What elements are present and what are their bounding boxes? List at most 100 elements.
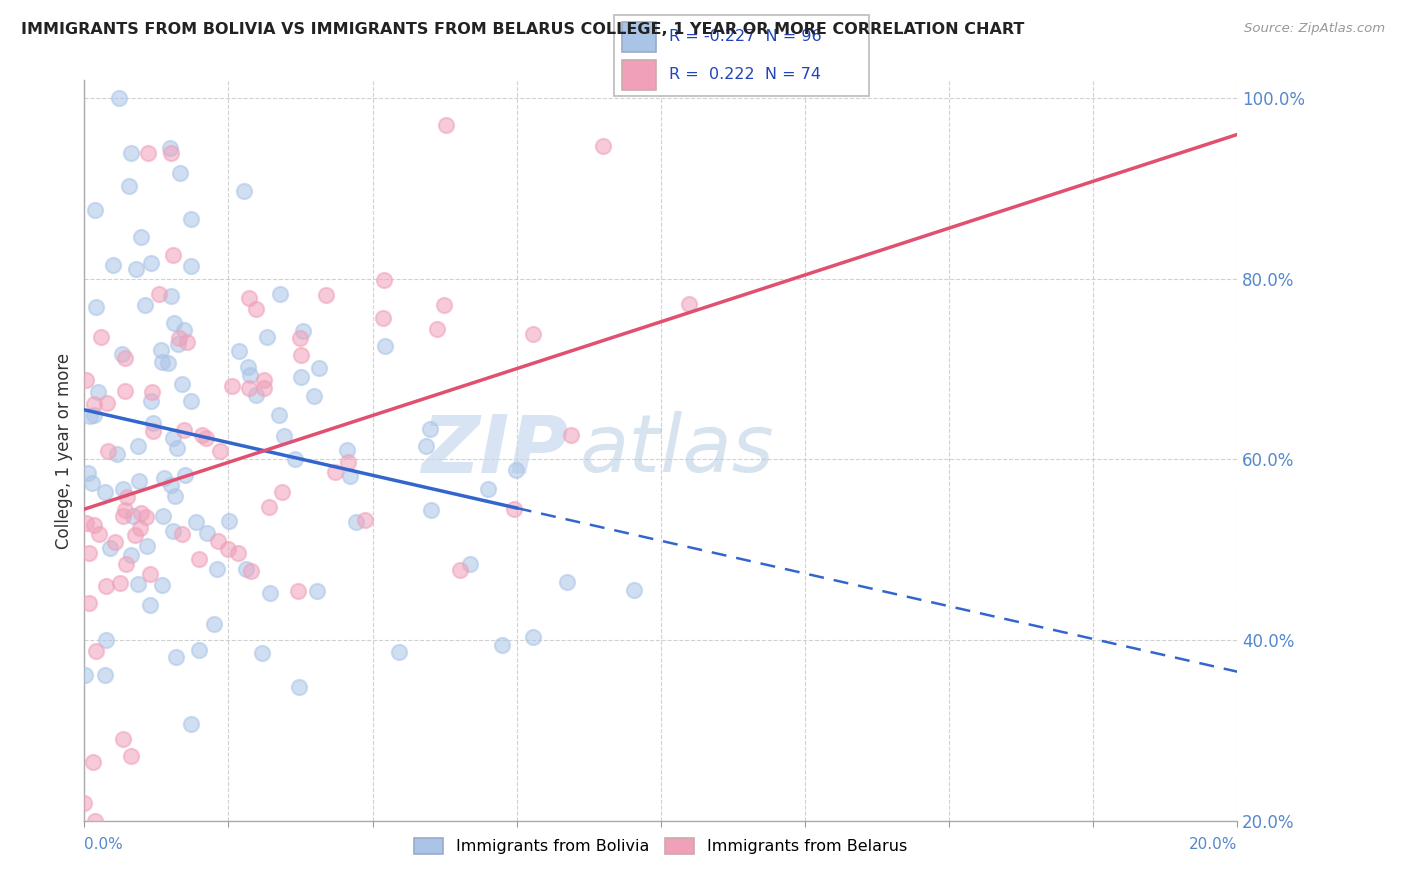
Point [419,503,441,517]
Point [557,574,579,589]
Point [522,327,544,342]
Point [173,323,195,337]
FancyBboxPatch shape [614,15,869,96]
Point [458,557,481,571]
Point [449,563,471,577]
Legend: Immigrants from Bolivia, Immigrants from Belarus: Immigrants from Bolivia, Immigrants from… [408,832,914,861]
Point [371,311,394,326]
Point [235,562,257,576]
Point [188,643,211,657]
Point [75,516,97,530]
Point [83,397,105,411]
Point [623,582,645,597]
Point [134,298,156,312]
Point [87,384,110,399]
Point [208,444,231,458]
Point [94,485,117,500]
Point [150,577,173,591]
Point [84,203,107,218]
Point [323,465,346,479]
Point [336,442,359,457]
Point [135,510,157,524]
Point [256,330,278,344]
Point [271,484,294,499]
Point [253,381,276,395]
Point [111,483,134,497]
Text: R = -0.227  N = 96: R = -0.227 N = 96 [669,29,821,45]
Point [167,331,190,345]
Point [388,645,411,659]
Point [82,755,104,769]
Point [238,359,260,374]
Point [245,302,267,317]
Point [176,334,198,349]
Point [290,348,312,362]
Point [232,184,254,198]
Point [180,393,202,408]
Point [228,546,250,560]
Point [195,526,218,541]
Point [93,668,115,682]
Point [239,368,262,382]
Point [373,273,395,287]
Point [344,515,367,529]
Point [291,324,314,338]
Point [150,343,173,358]
Point [522,631,544,645]
Point [83,518,105,533]
Point [337,455,360,469]
Point [339,468,361,483]
Point [505,463,527,477]
Point [269,408,291,422]
Point [114,351,136,365]
Point [120,548,142,562]
Point [302,389,325,403]
Point [419,421,441,435]
Point [502,502,524,516]
Point [120,146,142,161]
Point [187,552,209,566]
Text: atlas: atlas [581,411,775,490]
Point [128,474,150,488]
Point [170,377,193,392]
Text: 20.0%: 20.0% [1189,837,1237,852]
Point [96,396,118,410]
Point [592,139,614,153]
Point [112,731,135,746]
Point [97,444,120,458]
Point [166,441,188,455]
Point [114,502,136,516]
Point [190,428,212,442]
Point [122,508,145,523]
Point [148,287,170,301]
Point [184,515,207,529]
Point [273,428,295,442]
Point [129,506,152,520]
Point [83,409,105,423]
Point [156,356,179,370]
Point [426,322,449,336]
Point [305,583,328,598]
Point [287,584,309,599]
Point [139,598,162,612]
Point [162,431,184,445]
FancyBboxPatch shape [621,22,655,52]
Point [205,562,228,576]
Point [139,567,162,582]
Point [115,557,138,571]
Point [238,291,260,305]
Point [118,178,141,193]
Point [84,814,107,828]
Point [73,797,96,811]
Point [101,258,124,272]
Point [139,393,162,408]
Text: Source: ZipAtlas.com: Source: ZipAtlas.com [1244,22,1385,36]
Point [194,431,217,445]
Point [163,316,186,330]
Point [73,668,96,682]
Point [221,378,243,392]
Point [150,355,173,369]
Point [245,388,267,402]
Point [108,576,131,591]
Point [142,425,165,439]
